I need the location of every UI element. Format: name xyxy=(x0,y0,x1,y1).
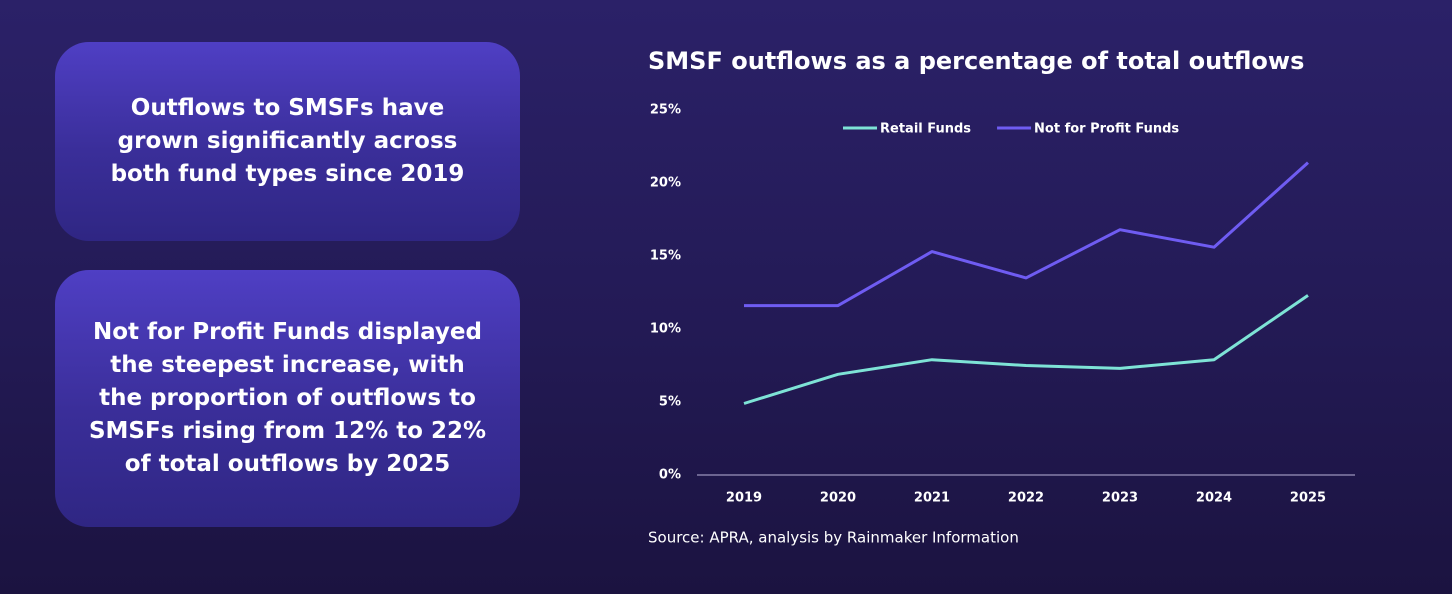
insight-line: both fund types since 2019 xyxy=(110,161,465,187)
x-tick-label: 2022 xyxy=(1008,491,1044,506)
y-tick-label: 25% xyxy=(650,103,681,118)
x-tick-label: 2020 xyxy=(820,491,856,506)
insight-line: grown significantly across xyxy=(117,128,458,154)
x-tick-label: 2025 xyxy=(1290,491,1326,506)
y-tick-label: 20% xyxy=(650,176,681,191)
y-tick-label: 5% xyxy=(659,395,681,410)
x-tick-label: 2024 xyxy=(1196,491,1232,506)
x-tick-label: 2023 xyxy=(1102,491,1138,506)
line-series xyxy=(743,294,1309,405)
x-tick-label: 2021 xyxy=(914,491,950,506)
insight-line: the proportion of outflows to xyxy=(99,385,476,411)
line-series xyxy=(744,161,1310,308)
x-tick-label: 2019 xyxy=(726,491,762,506)
insight-line: Not for Profit Funds displayed xyxy=(93,319,482,345)
insight-card: Outflows to SMSFs have grown significantl… xyxy=(55,42,520,241)
insight-line: of total outflows by 2025 xyxy=(124,451,451,477)
legend-label: Retail Funds xyxy=(880,122,971,137)
y-tick-label: 0% xyxy=(659,468,681,483)
y-tick-label: 10% xyxy=(650,322,681,337)
insight-line: Outflows to SMSFs have xyxy=(130,95,445,121)
chart-title: SMSF outflows as a percentage of total o… xyxy=(648,47,1304,75)
insight-line: SMSFs rising from 12% to 22% xyxy=(88,418,487,444)
y-tick-label: 15% xyxy=(650,249,681,264)
insight-card: Not for Profit Funds displayed the steepe… xyxy=(55,270,520,527)
legend-label: Not for Profit Funds xyxy=(1034,122,1179,137)
insight-line: the steepest increase, with xyxy=(110,352,465,378)
source: Source: APRA, analysis by Rainmaker Info… xyxy=(648,529,1019,547)
